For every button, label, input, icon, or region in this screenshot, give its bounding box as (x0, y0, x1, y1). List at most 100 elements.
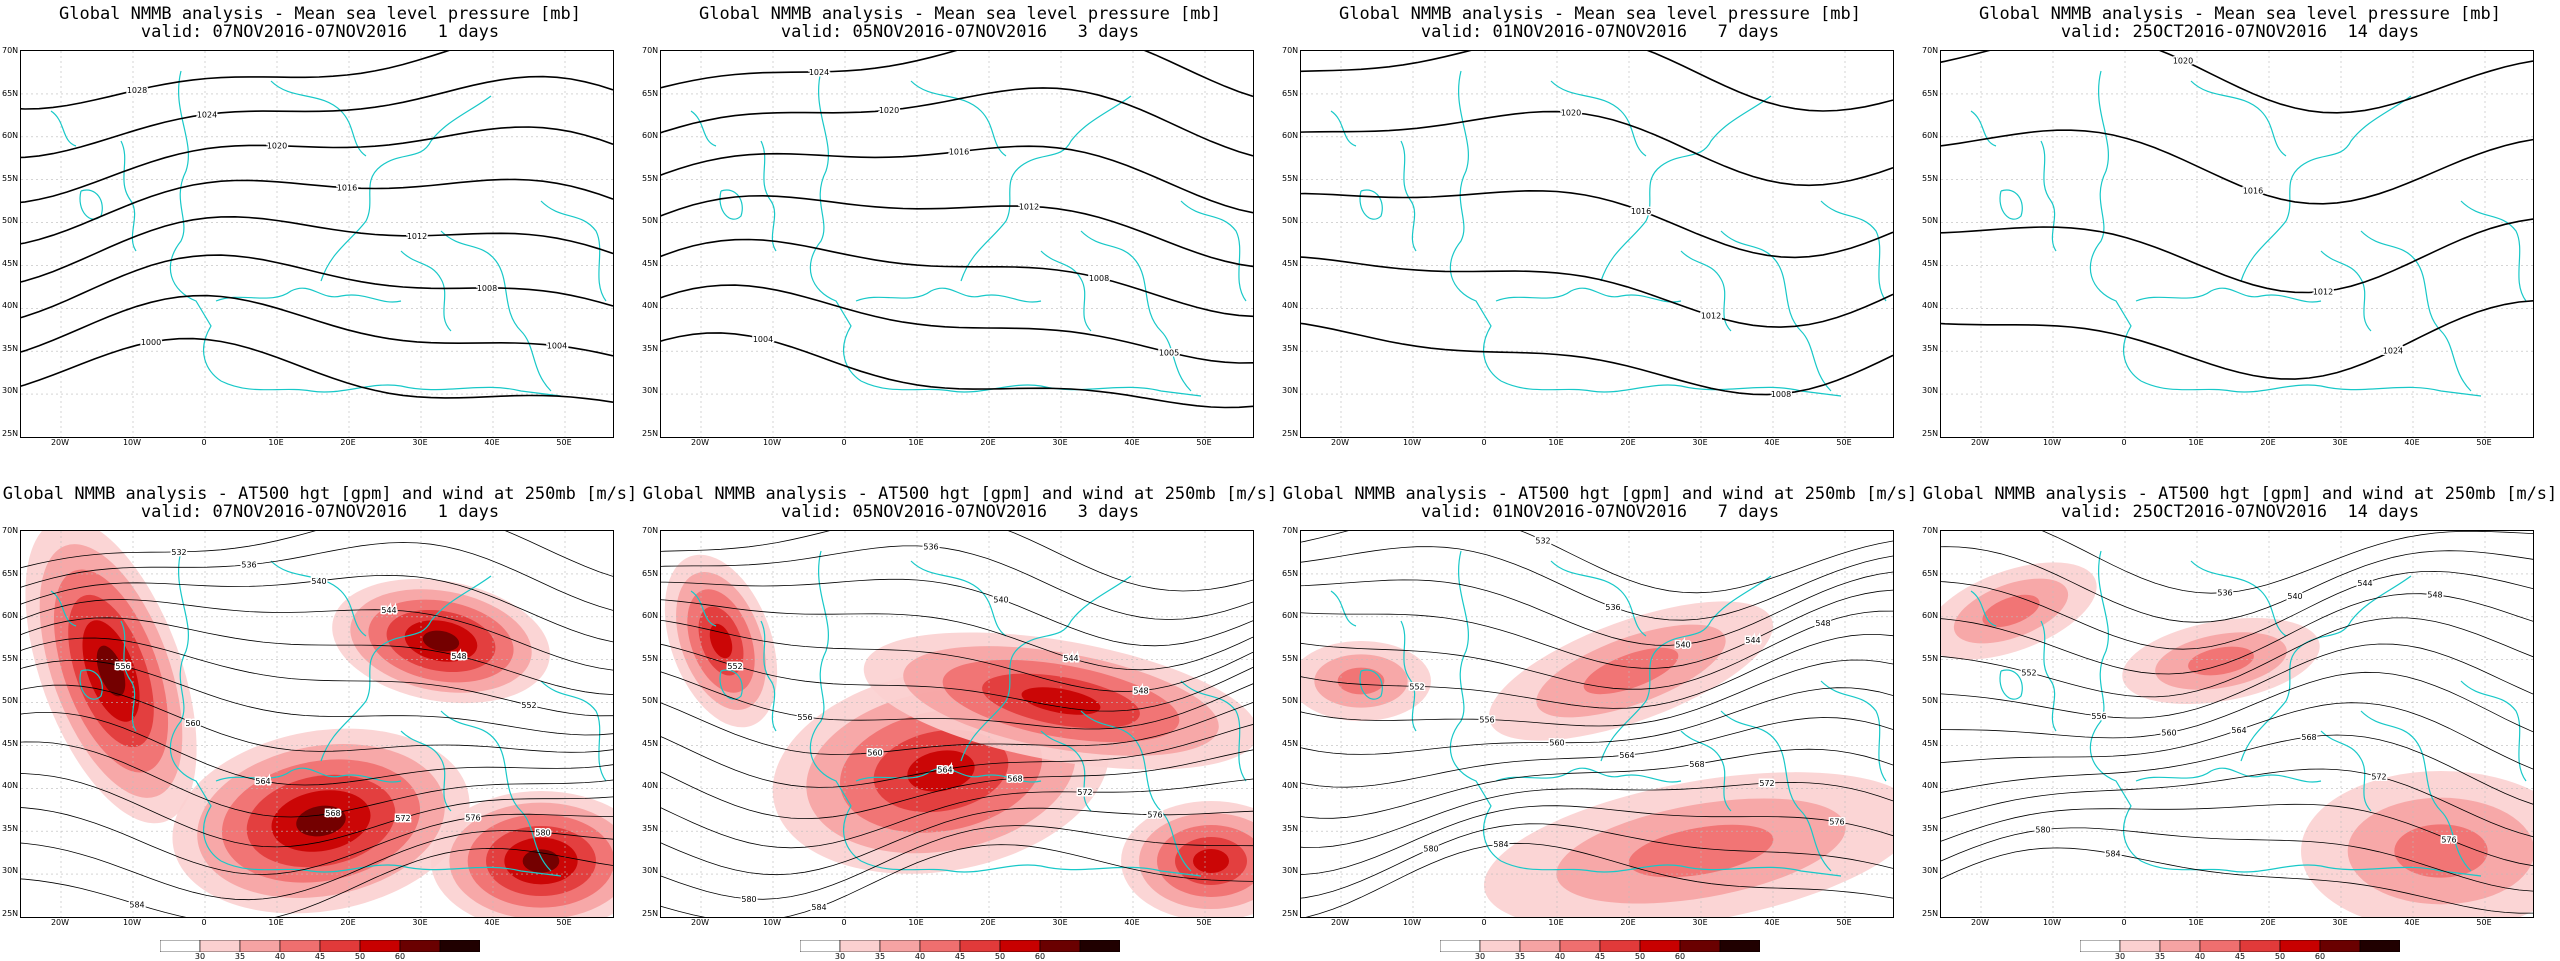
colorbar-swatch (879, 940, 921, 952)
panel-valid-period: valid: 07NOV2016-07NOV2016 1 days (140, 502, 500, 522)
longitude-label: 50E (1196, 438, 1212, 447)
latitude-label: 50N (1922, 216, 1939, 225)
coastline (809, 70, 862, 382)
coastline (1330, 110, 1357, 147)
longitude-label: 10E (2188, 438, 2204, 447)
map-frame: 1028 1024 1020 1016 1012 1008 1004 1000 (20, 50, 614, 438)
longitude-label: 10E (268, 438, 284, 447)
longitude-label: 10E (2188, 918, 2204, 927)
contour-line (21, 807, 613, 875)
coastline (2190, 80, 2287, 157)
coastline (2040, 140, 2057, 252)
latitude-label: 70N (1282, 46, 1299, 55)
latitude-label: 40N (2, 301, 19, 310)
contour-label: 580 (741, 895, 756, 904)
contour-line (661, 87, 1253, 157)
contour-line (661, 724, 1253, 788)
coastline (270, 560, 367, 637)
coastline (1999, 189, 2023, 220)
longitude-label: 40E (1764, 438, 1780, 447)
longitude-label: 30E (1052, 918, 1068, 927)
longitude-label: 20W (1970, 438, 1990, 447)
contour-label: 564 (1619, 751, 1634, 760)
coastline (2135, 767, 2322, 783)
contour-label: 548 (1133, 687, 1148, 696)
colorbar-tick-label: 45 (1594, 952, 1606, 961)
colorbar-tick-label: 60 (1674, 952, 1686, 961)
colorbar-swatch (319, 940, 361, 952)
longitude-label: 0 (201, 438, 207, 447)
contour-label: 572 (1077, 788, 1092, 797)
latitude-label: 25N (642, 908, 659, 918)
coastline (719, 189, 743, 220)
longitude-label: 10W (762, 918, 782, 927)
colorbar-swatch (839, 940, 881, 952)
contour-line (21, 337, 613, 403)
contour-label: 556 (115, 662, 130, 671)
latitude-label: 70N (2, 46, 19, 55)
latitude-label: 25N (2, 428, 19, 438)
contour-label: 544 (1063, 654, 1078, 663)
coastline (220, 860, 562, 877)
latitude-label: 65N (1922, 88, 1939, 98)
coastline (1600, 95, 1772, 282)
contour-line (21, 75, 613, 159)
map-panel: Global NMMB analysis - AT500 hgt [gpm] a… (640, 480, 1280, 961)
latitude-label: 25N (1282, 428, 1299, 438)
colorbar-tick-label: 40 (2194, 952, 2206, 961)
latitude-label: 65N (2, 568, 19, 578)
coastline (1600, 575, 1772, 762)
wind-speed-shading (522, 849, 560, 873)
latitude-label: 25N (1922, 908, 1939, 918)
latitude-label: 60N (642, 611, 659, 620)
coastline (1680, 730, 1732, 812)
contour-label: 536 (923, 543, 938, 552)
wind-speed-shading (96, 645, 126, 697)
coastline (690, 590, 717, 627)
latitude-label: 35N (2, 343, 19, 353)
panel-valid-period: valid: 05NOV2016-07NOV2016 3 days (780, 22, 1140, 42)
latitude-label: 55N (1282, 653, 1299, 663)
contour-line (661, 702, 1253, 755)
colorbar-tick-label: 30 (834, 952, 846, 961)
latitude-label: 35N (642, 343, 659, 353)
contour-label: 552 (521, 701, 536, 710)
coastline (2040, 620, 2057, 732)
coastline (760, 620, 777, 732)
contour-line (1301, 823, 1893, 899)
coastline (79, 189, 103, 220)
contour-line (661, 844, 1253, 917)
longitude-label: 40E (2404, 438, 2420, 447)
wind-speed-shading (2394, 824, 2488, 878)
coastline (1400, 140, 1417, 252)
longitude-label: 30E (412, 438, 428, 447)
contour-line (21, 215, 613, 283)
contour-line (661, 807, 1253, 876)
colorbar-swatch (919, 940, 961, 952)
latitude-label: 25N (642, 428, 659, 438)
contour-line (1305, 842, 1893, 917)
panel-valid-period: valid: 01NOV2016-07NOV2016 7 days (1420, 502, 1780, 522)
longitude-label: 20E (2260, 918, 2276, 927)
coastline (910, 560, 1007, 637)
latitude-label: 30N (1922, 866, 1939, 875)
contour-label: 1012 (407, 232, 427, 241)
coastline (960, 575, 1132, 762)
contour-line (1941, 218, 2533, 294)
latitude-label: 40N (642, 301, 659, 310)
contour-label: 1005 (1159, 348, 1179, 357)
longitude-label: 0 (841, 918, 847, 927)
contour-line (21, 617, 613, 695)
contour-line (1301, 781, 1893, 848)
coastline (1500, 860, 1842, 877)
colorbar-tick-label: 40 (914, 952, 926, 961)
latitude-label: 40N (1282, 301, 1299, 310)
coastline (1495, 767, 1682, 783)
coastline (1720, 230, 1832, 392)
latitude-label: 50N (2, 696, 19, 705)
longitude-label: 30E (2332, 438, 2348, 447)
coastline (50, 110, 77, 147)
longitude-label: 10W (1402, 918, 1422, 927)
coastline (1080, 710, 1192, 872)
